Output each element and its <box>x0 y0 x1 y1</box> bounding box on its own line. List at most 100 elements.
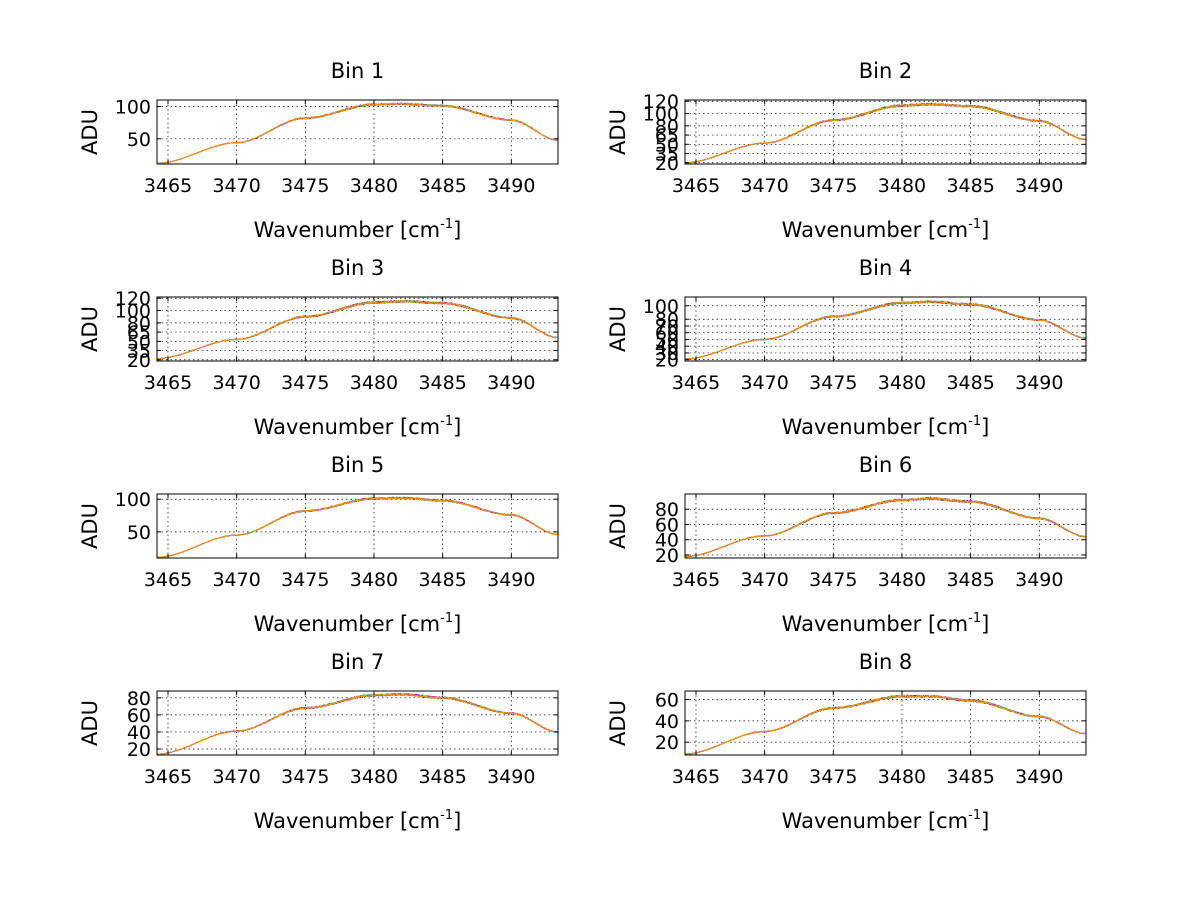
y-tick-label: 20 <box>127 739 151 761</box>
x-tick-label: 3485 <box>946 766 994 788</box>
x-axis-label-close: ] <box>453 809 461 833</box>
series-line <box>156 102 559 164</box>
x-tick-label: 3485 <box>418 175 466 197</box>
x-axis-label-superscript: -1 <box>968 217 981 232</box>
y-tick-label: 60 <box>655 323 679 345</box>
y-axis-label: ADU <box>78 306 102 352</box>
subplot-bin-6: Bin 6 ADU Wavenumber [cm-1] 3465 3470 3475… <box>606 453 1087 636</box>
x-tick-label: 3470 <box>212 766 260 788</box>
x-tick-label: 3475 <box>281 569 329 591</box>
x-axis-label: Wavenumber [cm-1] <box>782 414 990 439</box>
y-axis-label: ADU <box>606 109 630 155</box>
plot-area: 3465 3470 3475 3480 3485 3490 50 100 <box>115 96 559 197</box>
x-tick-label: 3470 <box>740 175 788 197</box>
x-axis-label-superscript: -1 <box>440 414 453 429</box>
subplot-bin-3: Bin 3 ADU Wavenumber [cm-1] 3465 3470 3475… <box>78 256 559 439</box>
x-axis-label: Wavenumber [cm-1] <box>254 414 462 439</box>
x-tick-label: 3470 <box>212 175 260 197</box>
subplot-title: Bin 6 <box>859 453 913 477</box>
x-axis-label-main: Wavenumber [cm <box>782 809 968 833</box>
y-tick-label: 100 <box>643 296 679 318</box>
x-axis-label-main: Wavenumber [cm <box>254 612 440 636</box>
y-axis-label: ADU <box>606 306 630 352</box>
subplot-title: Bin 4 <box>859 256 913 280</box>
y-tick-label: 40 <box>127 722 151 744</box>
subplot-title: Bin 7 <box>331 650 385 674</box>
x-tick-label: 3480 <box>878 766 926 788</box>
x-axis-label-superscript: -1 <box>968 808 981 823</box>
y-tick-label: 65 <box>655 125 679 147</box>
x-axis-label-main: Wavenumber [cm <box>254 415 440 439</box>
x-axis-label-close: ] <box>981 809 989 833</box>
y-tick-label: 100 <box>115 489 151 511</box>
y-tick-label: 20 <box>655 732 679 754</box>
y-tick-label: 100 <box>643 104 679 126</box>
plot-area: 3465 3470 3475 3480 3485 3490 2030405060708010… <box>643 296 1087 394</box>
x-axis-label-close: ] <box>453 415 461 439</box>
x-tick-label: 3490 <box>1015 175 1063 197</box>
x-tick-label: 3465 <box>672 569 720 591</box>
x-tick-label: 3490 <box>1015 569 1063 591</box>
x-tick-label: 3485 <box>946 372 994 394</box>
x-tick-label: 3490 <box>1015 766 1063 788</box>
x-axis-label-close: ] <box>453 218 461 242</box>
axes-box <box>156 690 559 756</box>
series-line <box>684 102 1087 164</box>
x-tick-label: 3480 <box>350 175 398 197</box>
x-tick-label: 3465 <box>144 766 192 788</box>
x-tick-label: 3465 <box>672 766 720 788</box>
y-tick-label: 65 <box>127 322 151 344</box>
y-tick-label: 120 <box>643 91 679 113</box>
subplot-bin-4: Bin 4 ADU Wavenumber [cm-1] 3465 3470 3475… <box>606 256 1087 439</box>
x-tick-label: 3490 <box>487 372 535 394</box>
x-tick-label: 3475 <box>809 569 857 591</box>
x-tick-label: 3465 <box>144 372 192 394</box>
y-tick-label: 20 <box>655 153 679 175</box>
y-tick-label: 50 <box>127 129 151 151</box>
series-line <box>684 496 1087 558</box>
x-tick-label: 3470 <box>740 569 788 591</box>
axes-box <box>156 493 559 559</box>
y-tick-label: 40 <box>655 530 679 552</box>
x-tick-label: 3475 <box>809 372 857 394</box>
x-axis-label-close: ] <box>453 612 461 636</box>
x-tick-label: 3490 <box>487 766 535 788</box>
y-tick-label: 80 <box>127 313 151 335</box>
subplot-bin-7: Bin 7 ADU Wavenumber [cm-1] 3465 3470 3475… <box>78 650 559 833</box>
x-tick-label: 3485 <box>418 372 466 394</box>
x-tick-label: 3470 <box>212 569 260 591</box>
y-tick-label: 40 <box>655 336 679 358</box>
x-tick-label: 3470 <box>212 372 260 394</box>
subplot-title: Bin 2 <box>859 59 913 83</box>
y-tick-label: 80 <box>655 116 679 138</box>
x-tick-label: 3465 <box>672 175 720 197</box>
axes-box <box>156 99 559 165</box>
x-tick-label: 3485 <box>946 569 994 591</box>
y-axis-label: ADU <box>78 503 102 549</box>
x-axis-label-main: Wavenumber [cm <box>782 415 968 439</box>
x-tick-label: 3475 <box>281 175 329 197</box>
x-axis-label: Wavenumber [cm-1] <box>254 808 462 833</box>
y-tick-label: 60 <box>655 514 679 536</box>
subplot-title: Bin 3 <box>331 256 385 280</box>
y-tick-label: 100 <box>115 301 151 323</box>
series-line <box>156 692 559 755</box>
x-tick-label: 3465 <box>672 372 720 394</box>
y-tick-label: 50 <box>655 134 679 156</box>
x-tick-label: 3480 <box>350 569 398 591</box>
x-tick-label: 3480 <box>350 766 398 788</box>
series-line <box>156 299 558 360</box>
y-axis-label: ADU <box>78 700 102 746</box>
x-tick-label: 3485 <box>946 175 994 197</box>
y-tick-label: 20 <box>655 350 679 372</box>
x-tick-label: 3480 <box>878 569 926 591</box>
y-tick-label: 60 <box>655 690 679 712</box>
y-tick-label: 80 <box>127 688 151 710</box>
x-tick-label: 3485 <box>418 766 466 788</box>
y-tick-label: 30 <box>655 343 679 365</box>
